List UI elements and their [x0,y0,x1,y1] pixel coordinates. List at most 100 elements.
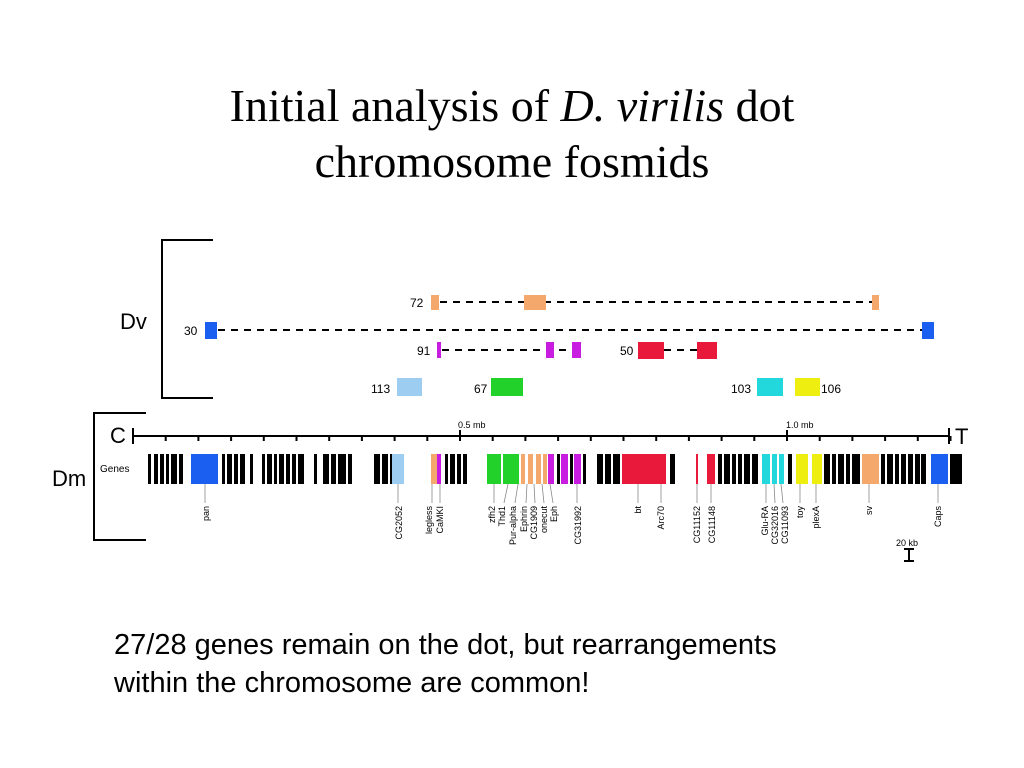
gene-block [338,454,346,484]
gene-block [457,454,461,484]
telomere-label: T [955,424,968,449]
fosmid-72-segment [872,295,879,310]
gene-block [908,454,913,484]
gene-block [738,454,742,484]
gene-label-caps: Caps [933,484,943,527]
gene-block [450,454,455,484]
gene-block [862,454,879,484]
fosmid-30-segment [205,322,217,339]
gene-label-legless: legless [424,484,434,534]
fosmid-50: 50 [620,342,717,359]
dm-label: Dm [52,466,86,491]
gene-track [148,454,962,484]
fosmid-50-label: 50 [620,344,634,358]
gene-block [901,454,906,484]
gene-block [622,454,666,484]
gene-block [543,454,547,484]
dv-bracket [161,239,213,399]
gene-block [314,454,317,484]
genes-row-label: Genes [100,464,129,475]
gene-block [779,454,784,484]
gene-label-cg1909: CG1909 [529,483,539,540]
fosmid-103: 103 [731,378,783,396]
gene-block [262,454,265,484]
gene-block [160,454,164,484]
gene-block [521,454,525,484]
gene-block [279,454,284,484]
fosmid-113-segment [397,378,422,396]
gene-block [331,454,336,484]
gene-block [696,454,698,484]
fosmid-30-label: 30 [184,324,198,338]
svg-text:Glu-RA: Glu-RA [760,506,770,536]
fosmid-50-segment [697,342,717,359]
gene-label-glu-ra: Glu-RA [760,484,770,536]
fosmid-103-label: 103 [731,382,751,396]
gene-block [382,454,388,484]
svg-text:sv: sv [864,506,874,516]
gene-block [718,454,722,484]
svg-text:Eph: Eph [549,506,559,522]
gene-block [548,454,554,484]
gene-block [392,454,404,484]
gene-block [348,454,352,484]
gene-block [292,454,296,484]
gene-block [445,454,448,484]
svg-text:pan: pan [201,506,211,521]
gene-block [812,454,822,484]
title-line1-start: Initial analysis of [229,80,561,131]
dm-bracket [93,412,146,541]
gene-block [838,454,844,484]
gene-block [298,454,304,484]
gene-block [915,454,920,484]
fosmid-113: 113 [371,378,422,396]
gene-label-cg2052: CG2052 [394,484,404,540]
gene-label-toy: toy [795,484,805,518]
gene-label-cg11152: CG11152 [692,484,702,543]
svg-text:Pur-alpha: Pur-alpha [508,506,518,545]
gene-block [286,454,290,484]
gene-label-cg31992: CG31992 [573,484,583,545]
gene-block [250,454,253,484]
svg-text:CG11093: CG11093 [780,506,790,544]
svg-text:CG32016: CG32016 [770,506,780,545]
fosmid-106: 106 [795,378,841,396]
fosmid-91-label: 91 [417,344,431,358]
title-line1-end: dot [724,80,795,131]
svg-text:CG2052: CG2052 [394,506,404,540]
gene-label-cg11093: CG11093 [780,483,790,544]
gene-block [323,454,329,484]
gene-label-eph: Eph [549,483,559,522]
fosmid-30: 30 [184,322,934,339]
fosmid-67-label: 67 [474,382,488,396]
gene-block [788,454,792,484]
gene-label-ephrin: Ephrin [519,483,529,532]
fosmid-30-segment [922,322,934,339]
centromere-label: C [110,423,126,448]
fosmid-67-segment [491,378,523,396]
gene-block [557,454,560,484]
gene-block [670,454,675,484]
gene-block [148,454,151,484]
scale-bar-label: 20 kb [896,538,918,548]
gene-block [931,454,948,484]
gene-block [536,454,541,484]
gene-block [881,454,885,484]
gene-block [921,454,926,484]
fosmid-91-segment [546,342,554,358]
gene-block [274,454,277,484]
fosmid-113-label: 113 [371,382,390,396]
axis-tick-label-10mb: 1.0 mb [786,420,814,430]
gene-label-pan: pan [201,484,211,521]
gene-block [950,454,962,484]
gene-block [463,454,467,484]
svg-text:onecut: onecut [539,506,549,534]
gene-label-zfh2: zfh2 [487,484,497,523]
fosmid-72-segment [524,295,546,310]
gene-block [583,454,586,484]
gene-block [570,454,573,484]
gene-block [227,454,232,484]
gene-label-onecut: onecut [539,483,549,534]
svg-text:CG11152: CG11152 [692,506,702,543]
